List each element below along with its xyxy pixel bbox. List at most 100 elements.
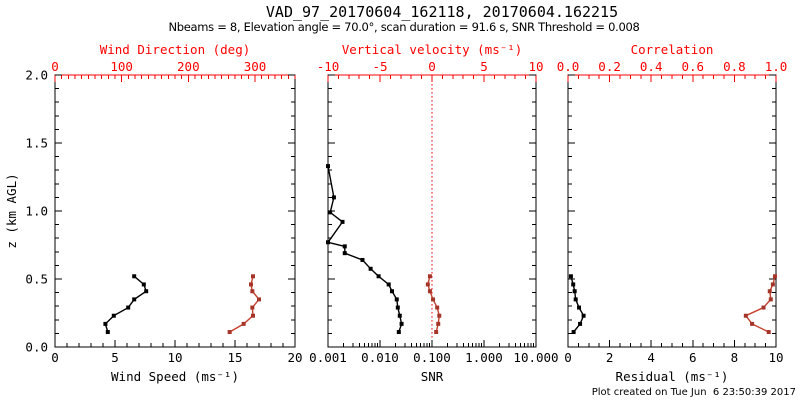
snr-marker: [394, 297, 399, 302]
plot-created-timestamp: Plot created on Tue Jun 6 23:50:39 2017: [591, 387, 796, 398]
residual-marker: [571, 282, 576, 287]
series-wind-speed: [103, 274, 149, 335]
x-tick-label-top: 0.8: [723, 59, 746, 74]
x-tick-label: 10: [768, 350, 783, 365]
residual-marker: [568, 274, 573, 279]
x-axis-bottom: 0 5 10 15 20 Wind Speed (ms⁻¹): [51, 340, 303, 384]
x-tick-label: 0: [564, 350, 572, 365]
panel-frame: [327, 74, 537, 348]
x-tick-label: 20: [287, 350, 302, 365]
wind-speed-line: [104, 275, 148, 333]
x-axis-top: -10 -5 0 5 10 Vertical velocity (ms⁻¹): [317, 42, 544, 82]
x-tick-label: 10: [167, 350, 182, 365]
vertical-velocity-marker: [427, 289, 432, 294]
series-residual: [568, 274, 586, 335]
residual-marker: [571, 330, 576, 335]
x-tick-label: 0.001: [309, 350, 347, 365]
x-tick-label: 1.000: [465, 350, 503, 365]
x-tick-label-top: 1.0: [765, 59, 788, 74]
wind-speed-marker: [105, 330, 110, 335]
series-vertical-velocity: [425, 274, 442, 335]
x-axis-top: 0.0 0.2 0.4 0.6 0.8 1.0 Correlation: [557, 42, 788, 82]
x-tick-label-top: 0.4: [640, 59, 663, 74]
vertical-velocity-marker: [431, 297, 436, 302]
panel-1: 0 5 10 15 20 Wind Speed (ms⁻¹) 0 100 200 300 Wind …: [25, 42, 302, 384]
snr-marker: [395, 305, 400, 310]
correlation-marker: [761, 305, 766, 310]
wind-direction-marker: [251, 274, 255, 279]
x-tick-label: 4: [647, 350, 655, 365]
x-axis-title-bottom: Wind Speed (ms⁻¹): [111, 369, 239, 384]
wind-speed-marker: [132, 274, 137, 279]
vertical-velocity-marker: [436, 321, 441, 326]
wind-direction-marker: [241, 321, 246, 326]
wind-direction-marker: [250, 289, 255, 294]
snr-marker: [342, 244, 347, 249]
wind-speed-marker: [103, 321, 108, 326]
y-tick-label: 1.5: [25, 136, 48, 151]
correlation-marker: [743, 313, 748, 318]
y-axis-ticks: 0.0 0.5 1.0 1.5 2.0: [25, 68, 295, 355]
x-tick-label: 2: [606, 350, 614, 365]
x-tick-label: 8: [731, 350, 739, 365]
x-axis-bottom: 0 2 4 6 8 10 Residual (ms⁻¹): [564, 340, 784, 384]
x-tick-label-top: 5: [480, 59, 488, 74]
vertical-velocity-marker: [425, 282, 430, 287]
wind-direction-marker: [227, 330, 232, 335]
series-snr: [326, 164, 404, 335]
x-axis-title-bottom: SNR: [421, 369, 444, 384]
correlation-marker: [766, 330, 771, 335]
snr-marker: [331, 195, 336, 200]
series-correlation: [743, 274, 777, 335]
snr-marker: [376, 274, 381, 279]
residual-marker: [581, 313, 586, 318]
snr-marker: [368, 266, 373, 271]
snr-marker: [342, 251, 347, 256]
y-tick-label: 2.0: [25, 68, 48, 83]
x-tick-label-top: 0: [51, 59, 59, 74]
snr-marker: [328, 210, 333, 215]
y-tick-label: 1.0: [25, 204, 48, 219]
x-axis-top: 0 100 200 300 Wind Direction (deg): [51, 42, 296, 82]
x-tick-label-top: 0: [428, 59, 436, 74]
correlation-marker: [770, 282, 775, 287]
x-tick-label: 6: [689, 350, 697, 365]
correlation-marker: [767, 289, 772, 294]
x-axis-bottom: 0.001 0.010 0.100 1.000 10.000 SNR: [309, 340, 559, 384]
x-axis-title-top: Correlation: [631, 42, 714, 57]
x-axis-title-top: Vertical velocity (ms⁻¹): [342, 42, 523, 57]
plot-title: VAD_97_20170604_162118, 20170604.162215: [265, 3, 619, 21]
x-tick-label-top: 200: [177, 59, 200, 74]
x-tick-label-top: 10: [528, 59, 543, 74]
snr-marker: [326, 164, 330, 169]
plot-subtitle: Nbeams = 8, Elevation angle = 70.0°, sca…: [168, 20, 640, 34]
wind-direction-marker: [257, 297, 261, 302]
snr-marker: [397, 313, 402, 318]
correlation-marker: [768, 297, 773, 302]
snr-marker: [399, 321, 404, 326]
panel-2: 0.001 0.010 0.100 1.000 10.000 SNR -10 -5 0 5 10 Ve…: [309, 42, 558, 384]
wind-direction-marker: [250, 305, 255, 310]
panel-frame: [54, 74, 296, 348]
x-axis-title-top: Wind Direction (deg): [100, 42, 251, 57]
residual-marker: [573, 297, 578, 302]
y-axis-title-text: z (km AGL): [4, 173, 19, 248]
wind-speed-marker: [111, 313, 116, 318]
snr-marker: [389, 289, 394, 294]
vertical-velocity-marker: [427, 274, 432, 279]
x-tick-label: 0: [51, 350, 59, 365]
x-tick-label: 5: [111, 350, 119, 365]
x-tick-label-top: -5: [372, 59, 387, 74]
correlation-marker: [772, 274, 777, 279]
wind-speed-marker: [132, 297, 137, 302]
snr-marker: [386, 282, 391, 287]
x-tick-label-top: 0.6: [682, 59, 705, 74]
wind-speed-marker: [141, 282, 146, 287]
wind-speed-marker: [126, 305, 131, 310]
x-tick-label-top: 0.0: [557, 59, 580, 74]
vertical-velocity-marker: [435, 305, 440, 310]
y-axis-title: z (km AGL): [4, 173, 19, 248]
residual-marker: [577, 305, 582, 310]
x-tick-label: 10.000: [513, 350, 558, 365]
residual-marker: [572, 289, 577, 294]
